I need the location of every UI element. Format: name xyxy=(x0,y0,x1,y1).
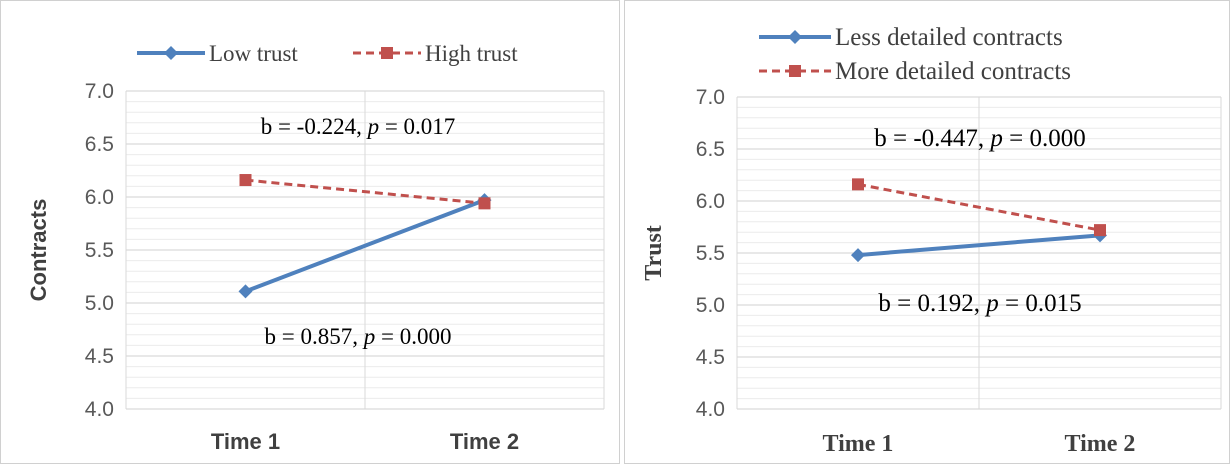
chart-1-annotation-0: b = -0.447, p = 0.000 xyxy=(874,125,1086,152)
chart-0-series-0-point xyxy=(238,284,253,299)
chart-0-ytick-label: 5.0 xyxy=(85,292,114,315)
chart-1-series-1-point xyxy=(1094,224,1106,237)
chart-0-ytick-label: 5.5 xyxy=(85,239,114,262)
chart-0-ytick-label: 6.5 xyxy=(85,133,114,156)
chart-1-legend-0-marker xyxy=(788,30,802,44)
contracts-chart: 4.0 4.5 5.0 5.5 6.0 6.5 7.0 Time 1 Time 2 Contrac… xyxy=(26,41,605,454)
chart-0-annotation-0: b = -0.224, p = 0.017 xyxy=(261,114,456,139)
chart-0-legend-0-label: Low trust xyxy=(209,41,298,66)
chart-0-series-1-line xyxy=(245,178,485,205)
chart-1-ytick-label: 4.5 xyxy=(696,346,725,369)
chart-1-ytick-label: 7.0 xyxy=(696,86,725,109)
chart-0-legend-1-marker xyxy=(381,47,393,59)
chart-1-y-axis-label: Trust xyxy=(641,225,667,281)
chart-0-xtick-label: Time 2 xyxy=(450,429,519,454)
chart-1-xtick-label: Time 2 xyxy=(1065,431,1136,457)
chart-0-ytick-label: 7.0 xyxy=(85,80,114,103)
chart-1-ytick-label: 5.5 xyxy=(696,242,725,265)
chart-1-legend-1-marker xyxy=(789,65,801,77)
chart-0-y-axis-label: Contracts xyxy=(26,199,51,302)
chart-0-legend-0-marker xyxy=(164,46,178,60)
contracts-chart-panel: 4.0 4.5 5.0 5.5 6.0 6.5 7.0 Time 1 Time 2 Contrac… xyxy=(0,0,620,464)
trust-chart: 4.0 4.5 5.0 5.5 6.0 6.5 7.0 Time 1 Time 2 Trust Le… xyxy=(641,24,1222,457)
chart-0-ytick-label: 4.5 xyxy=(85,345,114,368)
trust-chart-panel: 4.0 4.5 5.0 5.5 6.0 6.5 7.0 Time 1 Time 2 Trust Le… xyxy=(624,0,1230,464)
chart-1-series-1-point xyxy=(852,178,864,191)
chart-0-legend-1-label: High trust xyxy=(425,41,518,66)
chart-0-series-1-point xyxy=(239,174,252,187)
chart-1-legend-0-label: Less detailed contracts xyxy=(835,24,1063,51)
chart-0-annotation-1: b = 0.857, p = 0.000 xyxy=(265,324,452,349)
chart-1-ytick-label: 6.5 xyxy=(696,138,725,161)
chart-1-legend-1-label: More detailed contracts xyxy=(835,58,1071,85)
chart-0-xtick-label: Time 1 xyxy=(211,429,280,454)
chart-1-ytick-label: 6.0 xyxy=(696,190,725,213)
chart-1-ytick-label: 4.0 xyxy=(696,398,725,421)
chart-1-xtick-label: Time 1 xyxy=(823,431,894,457)
chart-1-annotation-1: b = 0.192, p = 0.015 xyxy=(878,290,1081,317)
chart-0-ytick-label: 4.0 xyxy=(85,398,114,421)
chart-0-series-1-point xyxy=(478,197,491,210)
chart-0-ytick-label: 6.0 xyxy=(85,186,114,209)
chart-0-series-0-line xyxy=(244,198,486,294)
chart-1-ytick-label: 5.0 xyxy=(696,294,725,317)
chart-1-series-0-point xyxy=(851,248,865,263)
chart-1-series-0-line xyxy=(857,233,1101,258)
chart-1-series-1-line xyxy=(857,182,1101,232)
